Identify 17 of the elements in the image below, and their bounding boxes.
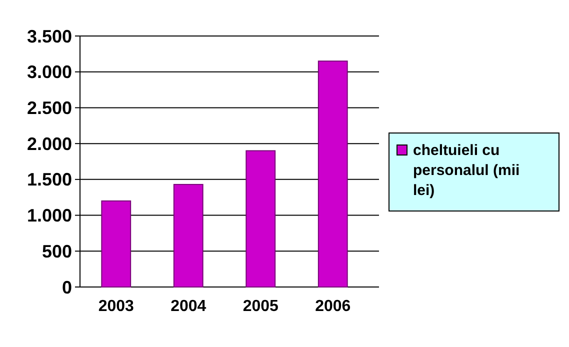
y-tick-label: 1.000 bbox=[26, 206, 72, 226]
x-tick-label: 2003 bbox=[98, 298, 134, 315]
y-tick-label: 3.500 bbox=[26, 26, 72, 46]
y-tick-label: 2.000 bbox=[26, 134, 72, 154]
legend-label: cheltuieli cu personalul (mii lei) bbox=[413, 142, 520, 199]
bar bbox=[246, 150, 276, 288]
x-tick-label: 2005 bbox=[242, 298, 279, 315]
x-tick-label: 2004 bbox=[170, 298, 206, 315]
x-tick-label: 2006 bbox=[315, 298, 351, 315]
y-tick-label: 3.000 bbox=[26, 62, 72, 82]
y-tick-label: 2.500 bbox=[26, 98, 72, 118]
bar bbox=[101, 200, 132, 288]
y-tick-label: 0 bbox=[62, 277, 72, 298]
y-tick-label: 1.500 bbox=[26, 170, 72, 190]
y-tick-label: 500 bbox=[42, 241, 72, 262]
bar bbox=[318, 60, 348, 288]
bar bbox=[173, 184, 204, 288]
